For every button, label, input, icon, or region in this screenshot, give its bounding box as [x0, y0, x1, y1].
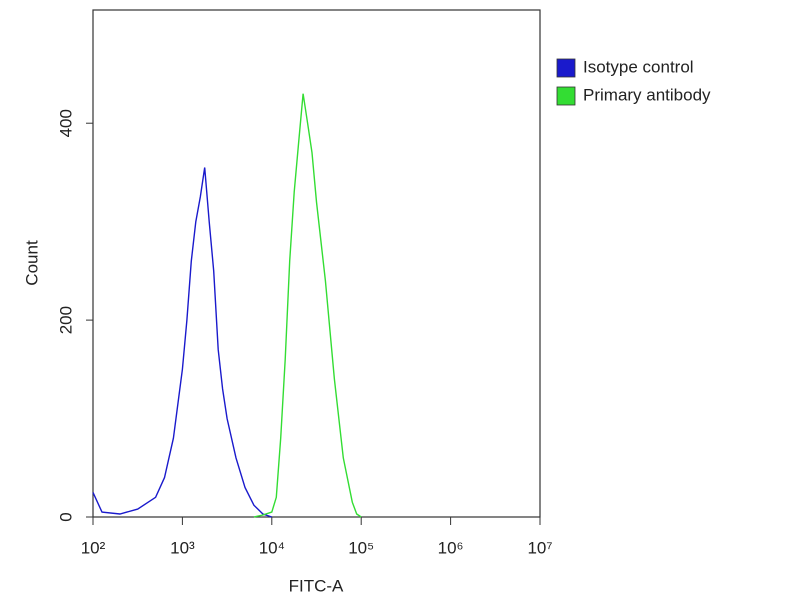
legend-label: Isotype control — [583, 57, 694, 76]
legend-swatch — [556, 58, 576, 78]
x-tick-label: 10⁵ — [348, 538, 374, 557]
legend-label: Primary antibody — [583, 85, 711, 104]
y-tick-label: 200 — [56, 306, 75, 334]
x-tick-label: 10⁴ — [259, 538, 285, 557]
x-tick-label: 10² — [81, 538, 106, 557]
y-tick-label: 0 — [56, 512, 75, 521]
x-tick-label: 10³ — [170, 538, 195, 557]
legend: Isotype control Primary antibody — [556, 57, 711, 106]
x-tick-label: 10⁷ — [527, 538, 552, 557]
x-tick-label: 10⁶ — [438, 538, 464, 557]
series-line — [253, 93, 362, 518]
legend-swatch — [556, 86, 576, 106]
series-line — [92, 167, 273, 518]
y-tick-label: 400 — [56, 109, 75, 137]
plot-frame — [92, 9, 541, 518]
x-axis-title: FITC-A — [289, 576, 344, 595]
y-axis-title: Count — [22, 240, 41, 286]
